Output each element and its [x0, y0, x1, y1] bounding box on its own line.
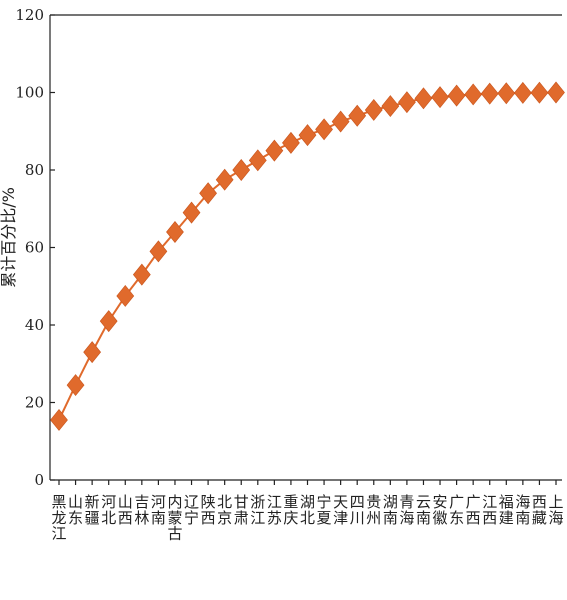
x-tick-label: 江西 — [482, 493, 497, 527]
data-point-marker — [248, 149, 267, 172]
y-tick-label: 20 — [25, 394, 44, 412]
x-tick-label: 四川 — [350, 493, 365, 527]
data-point-marker — [431, 86, 449, 109]
axes — [49, 14, 562, 481]
data-point-marker — [547, 81, 565, 104]
x-tick-label: 河北 — [101, 493, 116, 527]
x-tick-label: 江苏 — [267, 493, 282, 527]
x-tick-label: 浙江 — [250, 493, 265, 527]
y-tick-label: 80 — [25, 161, 44, 179]
y-tick-label: 40 — [25, 316, 44, 334]
data-point-marker — [99, 310, 118, 333]
data-point-marker — [116, 284, 135, 307]
x-tick-label: 福建 — [499, 493, 514, 527]
x-tick-label: 贵州 — [366, 493, 381, 527]
data-point-marker — [215, 168, 234, 191]
y-tick-label: 60 — [25, 239, 44, 257]
data-point-marker — [298, 124, 317, 147]
y-tick-label: 100 — [15, 84, 44, 102]
x-tick-label: 山西 — [118, 493, 133, 527]
y-axis-ticks: 0 20 40 60 80 100 120 — [15, 6, 55, 489]
x-tick-label: 安徽 — [433, 493, 448, 527]
x-tick-label: 内蒙古 — [167, 493, 182, 543]
series-markers — [50, 81, 565, 431]
data-point-marker — [381, 95, 400, 118]
x-tick-label: 青海 — [399, 493, 414, 527]
data-point-marker — [364, 98, 383, 121]
data-point-marker — [497, 82, 516, 105]
x-tick-label: 天津 — [333, 493, 348, 527]
x-tick-label: 北京 — [217, 493, 232, 527]
x-tick-label: 山东 — [68, 493, 83, 527]
data-point-marker — [414, 87, 433, 110]
data-point-marker — [315, 118, 333, 141]
data-point-marker — [182, 201, 201, 224]
x-tick-label: 重庆 — [283, 493, 298, 527]
x-tick-label: 河南 — [151, 493, 166, 527]
x-tick-label: 海南 — [515, 493, 530, 527]
x-tick-label: 广西 — [466, 493, 481, 527]
x-tick-label: 广东 — [449, 493, 464, 527]
x-tick-label: 陕西 — [201, 493, 216, 527]
data-point-marker — [348, 104, 367, 127]
data-point-marker — [83, 341, 102, 364]
x-tick-label: 湖北 — [300, 493, 315, 527]
x-tick-label: 新疆 — [85, 493, 100, 527]
x-tick-label: 黑龙江 — [51, 493, 66, 543]
x-tick-label: 宁夏 — [317, 493, 332, 527]
data-point-marker — [480, 82, 499, 105]
x-axis-ticks: 黑龙江山东新疆河北山西吉林河南内蒙古辽宁陕西北京甘肃浙江江苏重庆湖北宁夏天津四川… — [51, 480, 564, 543]
x-tick-label: 西藏 — [532, 493, 547, 527]
data-point-marker — [199, 182, 217, 205]
data-point-marker — [50, 408, 68, 431]
data-point-marker — [464, 83, 483, 106]
y-tick-label: 120 — [15, 6, 44, 24]
x-tick-label: 上海 — [548, 493, 563, 527]
data-point-marker — [282, 131, 300, 154]
data-point-marker — [265, 139, 284, 162]
data-point-marker — [530, 81, 549, 104]
data-point-marker — [132, 263, 151, 286]
x-tick-label: 云南 — [416, 493, 431, 527]
data-point-marker — [166, 221, 184, 243]
data-point-marker — [398, 91, 416, 114]
data-point-marker — [513, 81, 532, 104]
x-tick-label: 甘肃 — [234, 493, 249, 527]
x-tick-label: 湖南 — [383, 493, 398, 527]
data-point-marker — [232, 159, 251, 181]
data-point-marker — [331, 110, 350, 133]
x-tick-label: 吉林 — [134, 493, 149, 527]
data-point-marker — [149, 240, 168, 263]
x-tick-label: 辽宁 — [184, 493, 199, 527]
y-tick-label: 0 — [34, 471, 44, 489]
y-axis-title: 累计百分比/% — [0, 187, 18, 288]
data-point-marker — [447, 84, 466, 107]
data-point-marker — [66, 374, 85, 397]
